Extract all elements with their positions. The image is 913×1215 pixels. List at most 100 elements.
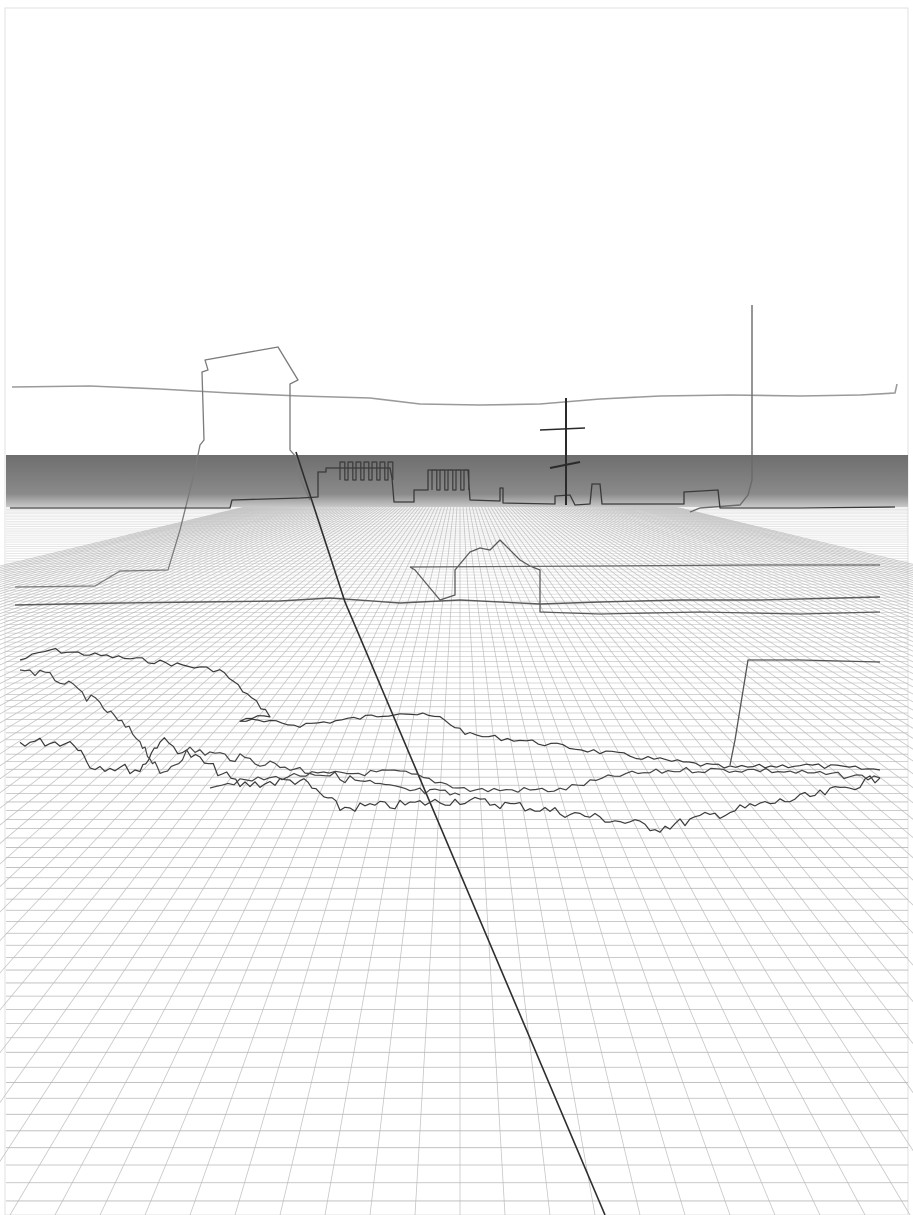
mast-arm (539, 427, 586, 431)
grid-line (548, 504, 913, 711)
grid-line (590, 504, 913, 630)
grid-line (0, 504, 390, 780)
grid-line (593, 504, 913, 626)
grid-line (465, 504, 551, 1215)
grid-line (486, 504, 866, 1215)
grid-line (557, 504, 913, 688)
grid-line (462, 504, 506, 1215)
low-ridge (209, 766, 881, 793)
grid-line (189, 504, 443, 1215)
grid-line (0, 504, 369, 707)
grid-line (0, 504, 407, 888)
grid-line (492, 504, 913, 1152)
grid-line (563, 504, 913, 675)
grid-line (0, 504, 354, 672)
grid-line (545, 504, 913, 720)
grid-line (0, 504, 345, 655)
skyline-detail (339, 461, 394, 481)
grid-line (54, 504, 434, 1215)
grid-line (504, 504, 913, 966)
grid-line (566, 504, 913, 668)
grid-line (0, 504, 425, 1104)
grid-line (480, 504, 776, 1215)
frame (4, 7, 909, 1215)
grid-line (518, 504, 913, 839)
grid-line (0, 504, 330, 632)
grid-line (0, 504, 375, 724)
grid-line (0, 504, 357, 678)
top-rail (409, 564, 880, 568)
grid-line (234, 504, 446, 1215)
grid-line (510, 504, 913, 906)
grid-line (0, 504, 413, 942)
grid-line (584, 504, 913, 638)
right-mast (689, 305, 753, 513)
grid-line (0, 504, 396, 809)
grid-line (483, 504, 821, 1215)
grid-line (414, 504, 458, 1215)
low-ridge (19, 737, 881, 833)
grid-line (498, 504, 913, 1045)
grid-line (524, 504, 913, 804)
grid-line (0, 504, 351, 666)
right-step (729, 659, 881, 766)
grid-line (578, 504, 913, 647)
grid-line (0, 504, 339, 645)
grid-line (0, 504, 324, 625)
grid-line (0, 504, 342, 650)
grid-line (0, 504, 384, 755)
grid-line (515, 504, 913, 859)
grid-line (489, 504, 911, 1215)
grid-line (279, 504, 449, 1215)
grid-line (575, 504, 913, 652)
grid-line (0, 504, 363, 691)
grid-line (0, 504, 327, 629)
grid-line (0, 504, 366, 699)
grid-line (99, 504, 437, 1215)
grid-line (521, 504, 913, 820)
grid-line (9, 504, 431, 1215)
grid-line (551, 504, 913, 703)
grid-line (0, 504, 402, 844)
grid-line (560, 504, 913, 681)
grid-line (471, 504, 641, 1215)
grid-line (554, 504, 913, 695)
grid-line (0, 504, 428, 1162)
grid-line (474, 504, 686, 1215)
grid-line (530, 504, 913, 775)
grid-line (144, 504, 440, 1215)
sky-line (11, 383, 898, 406)
mast-arm (549, 461, 581, 469)
grid-line (539, 504, 913, 739)
grid-line (0, 504, 422, 1054)
house-outline (14, 346, 311, 588)
grid-line (0, 504, 348, 660)
grid-line (0, 504, 410, 913)
left-ridge (19, 669, 461, 796)
grid-line (536, 504, 913, 750)
horizon-band (6, 455, 908, 507)
grid-line (0, 504, 416, 974)
grid-line (369, 504, 455, 1215)
grid-line (0, 504, 381, 744)
grid-line (572, 504, 913, 657)
grid-line (569, 504, 913, 663)
line-drawings (10, 305, 898, 1215)
bush-line (409, 539, 881, 615)
grid-line (501, 504, 913, 1003)
grid-line (542, 504, 913, 729)
grid-line (0, 504, 372, 715)
grid-line (324, 504, 452, 1215)
grid-line (495, 504, 913, 1094)
ground-grid (0, 504, 913, 1215)
skyline-detail (431, 469, 470, 491)
grid-line (0, 504, 360, 684)
grid-line (0, 504, 405, 865)
grid-line (0, 504, 399, 826)
grid-line (468, 504, 596, 1215)
grid-line (0, 504, 333, 637)
grid-line (477, 504, 731, 1215)
grid-line (0, 504, 336, 641)
grid-line (0, 504, 378, 733)
